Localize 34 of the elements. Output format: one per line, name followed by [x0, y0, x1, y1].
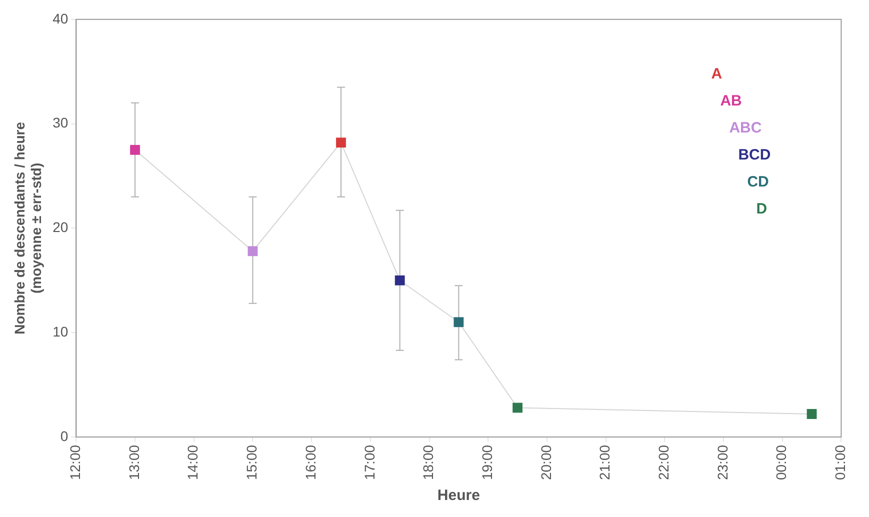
y-axis-title: Nombre de descendants / heure (moyenne ± err-std)	[11, 122, 44, 334]
y-tick-label: 10	[52, 323, 68, 340]
x-tick-label: 01:00	[832, 444, 848, 480]
x-tick-label: 16:00	[302, 444, 318, 480]
text: A	[711, 66, 722, 83]
text: BCD	[738, 146, 771, 164]
y-tick-label: 30	[52, 114, 68, 131]
x-tick-label: 00:00	[773, 444, 790, 480]
x-tick-label: 20:00	[538, 444, 554, 480]
text: D	[756, 200, 768, 218]
y-tick-label: 0	[60, 428, 68, 444]
x-tick-label: 14:00	[184, 444, 201, 480]
point	[336, 138, 346, 148]
x-tick-label: 23:00	[714, 444, 730, 480]
text: AB	[720, 92, 742, 110]
x-tick-label: 21:00	[596, 444, 613, 480]
point	[130, 144, 140, 155]
x-tick-label: 15:00	[244, 444, 260, 480]
x-tick-label: 17:00	[361, 444, 378, 480]
x-tick-label: 22:00	[656, 444, 672, 480]
point	[454, 317, 464, 328]
x-tick-label: 13:00	[126, 444, 142, 480]
text: CD	[747, 174, 770, 191]
x-tick-label: 18:00	[420, 444, 436, 480]
y-tick-label: 20	[52, 219, 68, 236]
point	[394, 275, 405, 286]
y-tick-label: 40	[52, 10, 68, 26]
x-tick-label: 19:00	[478, 444, 495, 480]
text: ABC	[729, 120, 762, 137]
point	[248, 246, 258, 256]
x-tick-label: 12:00	[67, 444, 84, 480]
point	[512, 402, 522, 413]
point	[806, 409, 817, 419]
x-axis-title: Heure	[437, 487, 480, 504]
